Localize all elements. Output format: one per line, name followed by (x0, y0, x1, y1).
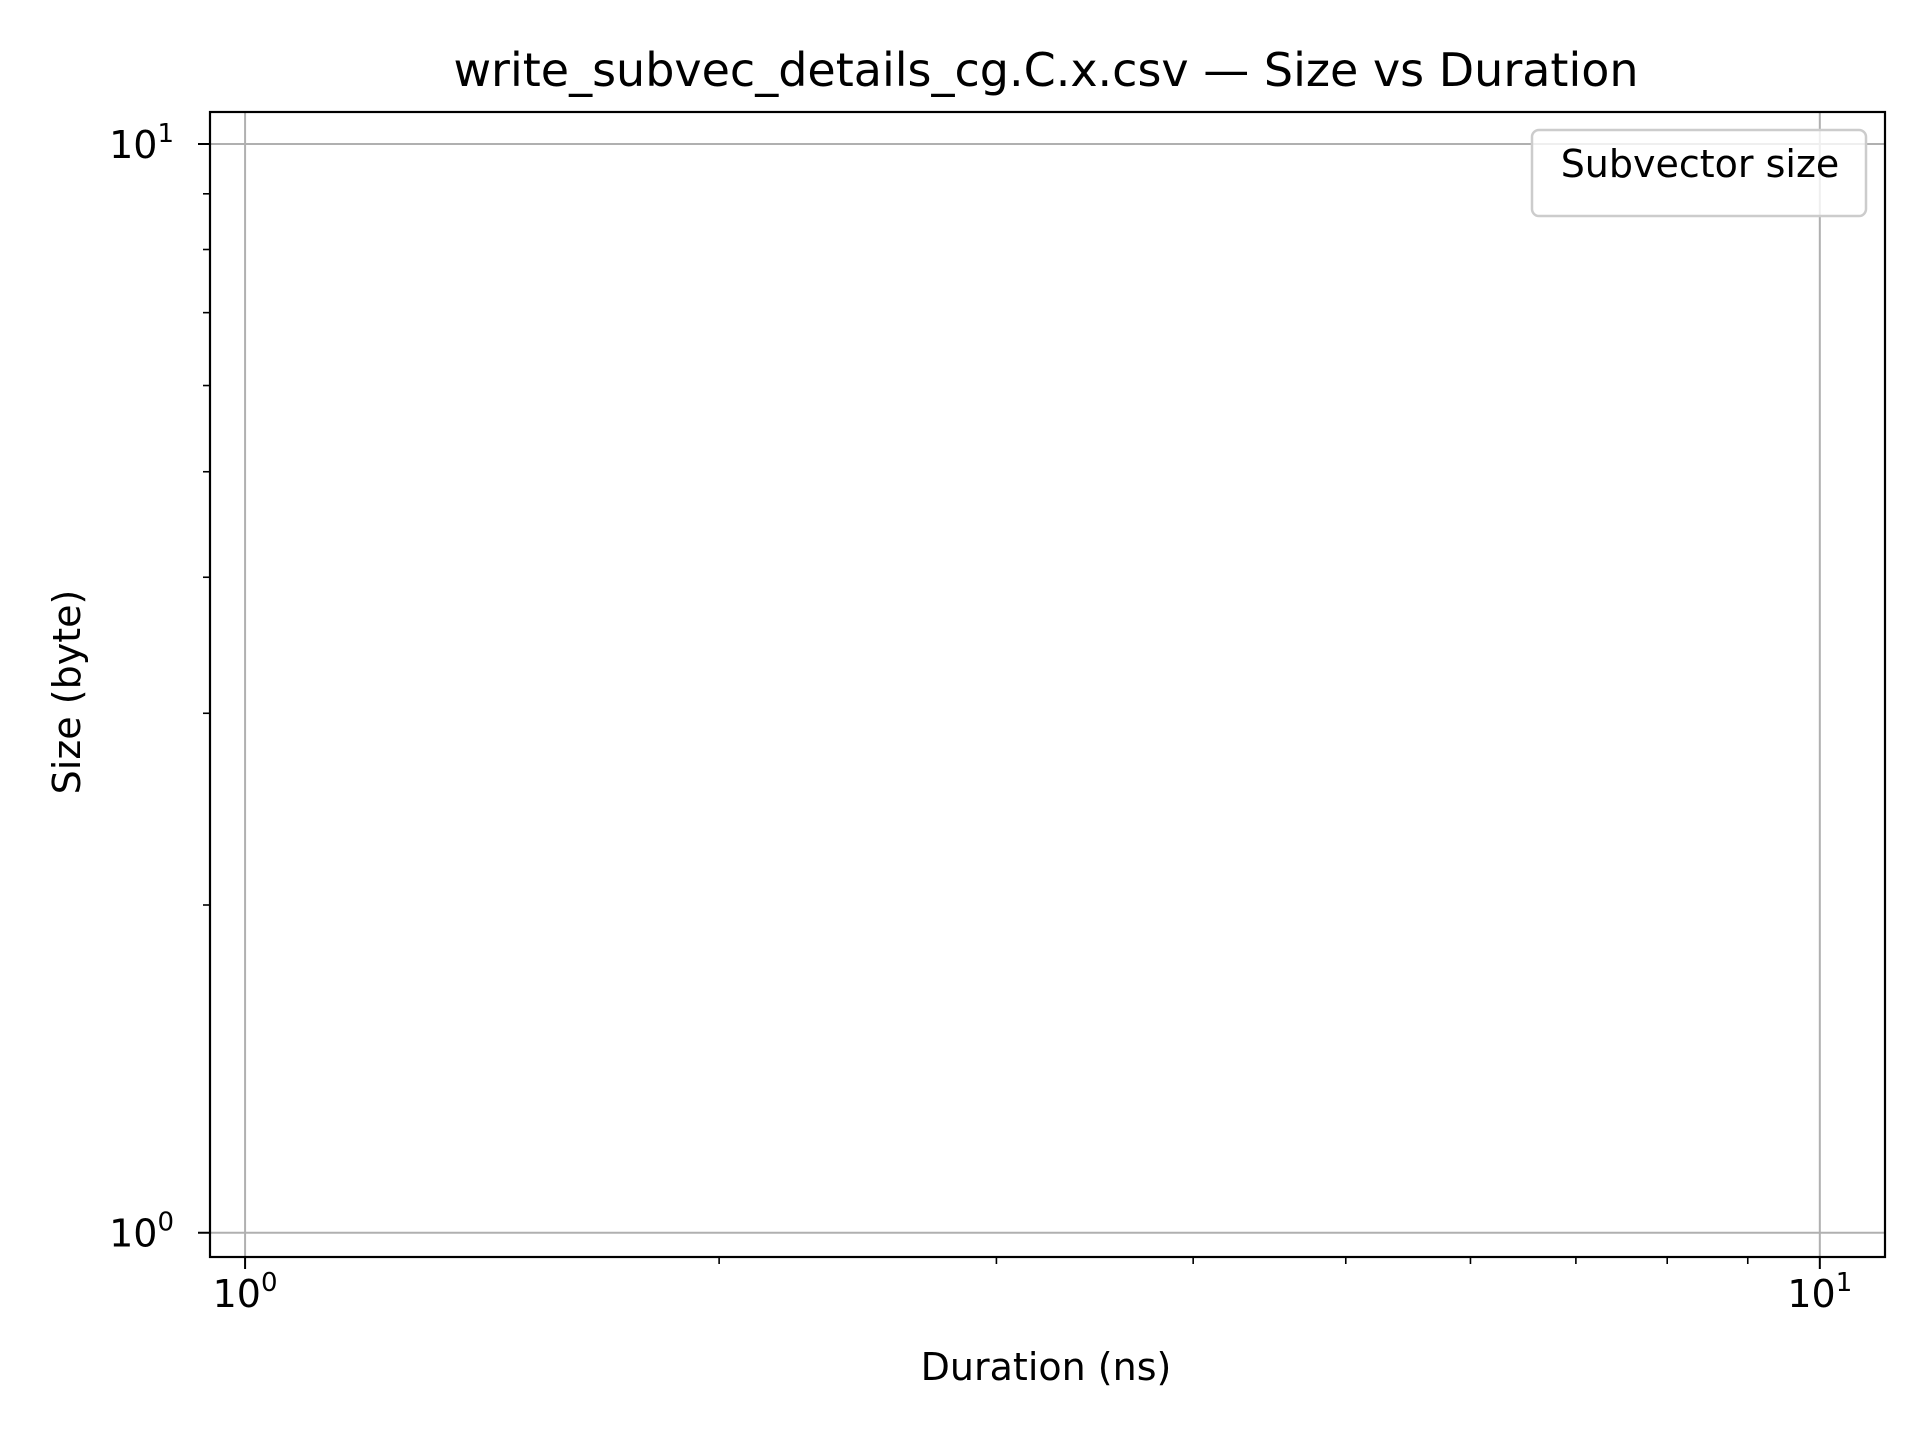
y-axis-label: Size (byte) (45, 590, 89, 795)
minor-ticks (203, 193, 1749, 1264)
plot-background (210, 112, 1885, 1257)
major-ticks (198, 142, 1821, 1269)
x-tick-label: 101 (1787, 1268, 1852, 1316)
chart-title: write_subvec_details_cg.C.x.csv — Size v… (453, 43, 1638, 97)
legend-title: Subvector size (1561, 142, 1840, 186)
grid-lines (210, 112, 1885, 1257)
legend-box (1530, 128, 1868, 218)
y-tick-label: 100 (109, 1208, 174, 1256)
legend: Subvector size (1530, 128, 1868, 218)
y-tick-label: 101 (109, 119, 174, 167)
axes-frame (208, 110, 1887, 1259)
plot-area (198, 110, 1887, 1269)
x-tick-label: 100 (213, 1268, 278, 1316)
x-axis-label: Duration (ns) (921, 1345, 1172, 1389)
